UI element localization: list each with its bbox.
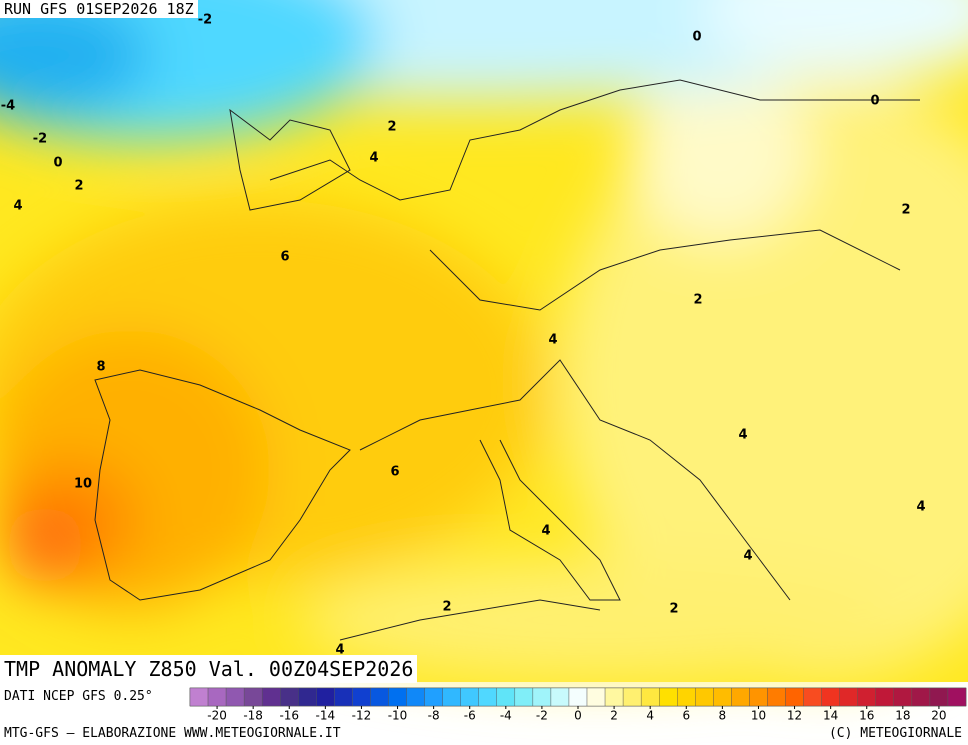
run-header: RUN GFS 01SEP2026 18Z	[0, 0, 198, 18]
colorbar-cell	[406, 687, 425, 707]
colorbar-cell	[352, 687, 371, 707]
colorbar-label: 12	[787, 709, 802, 723]
colorbar-label: 20	[931, 709, 946, 723]
colorbar-cell	[532, 687, 552, 707]
colorbar-cell	[261, 687, 281, 707]
coastlines	[94, 79, 920, 641]
copyright: (C) METEOGIORNALE	[828, 726, 962, 741]
colorbar-cell	[496, 687, 516, 707]
colorbar-cell	[640, 687, 660, 707]
data-source: DATI NCEP GFS 0.25°	[4, 689, 153, 704]
contour-label: 6	[280, 250, 289, 265]
colorbar-cell	[749, 687, 768, 707]
colorbar-label: -16	[279, 709, 299, 723]
colorbar-cell	[767, 687, 786, 707]
colorbar-cell	[370, 687, 389, 707]
colorbar-cell	[568, 687, 588, 707]
colorbar-cell	[424, 687, 443, 707]
contour-label: 4	[916, 500, 925, 515]
contour-label: -4	[1, 99, 15, 114]
colorbar-cell	[695, 687, 714, 707]
contour-label: 6	[390, 465, 399, 480]
colorbar-label: 14	[823, 709, 838, 723]
colorbar-cell	[911, 687, 931, 707]
colorbar-cell	[334, 687, 353, 707]
colorbar-cell	[225, 687, 245, 707]
colorbar-cell	[298, 687, 317, 707]
contour-label: 4	[548, 333, 557, 348]
contour-label: 4	[335, 643, 344, 658]
contour-label: 2	[669, 602, 678, 617]
colorbar-cell	[893, 687, 913, 707]
colorbar-label: -14	[316, 709, 336, 723]
colorbar-label: -4	[500, 709, 512, 723]
colorbar-label: 0	[574, 709, 582, 723]
contour-label: 4	[369, 151, 378, 166]
colorbar-cell	[821, 687, 840, 707]
colorbar-cell	[731, 687, 750, 707]
colorbar-label: -10	[388, 709, 408, 723]
contour-label: 0	[870, 94, 879, 109]
colorbar-label: -8	[428, 709, 440, 723]
colorbar-cell	[478, 687, 497, 707]
colorbar-cell	[388, 687, 407, 707]
colorbar-cell	[803, 687, 822, 707]
contour-label: 2	[387, 120, 396, 135]
colorbar-label: 6	[682, 709, 690, 723]
colorbar-label: 10	[751, 709, 766, 723]
colorbar-label: -18	[243, 709, 263, 723]
colorbar-cell	[929, 687, 949, 707]
colorbar-label: -20	[207, 709, 227, 723]
colorbar-label: -12	[352, 709, 372, 723]
contour-label: 4	[738, 428, 747, 443]
colorbar-cell	[189, 687, 209, 707]
colorbar-cell	[207, 687, 227, 707]
colorbar-label: -2	[536, 709, 548, 723]
contour-label: 8	[96, 360, 105, 375]
contour-label: 2	[901, 203, 910, 218]
colorbar-cell	[677, 687, 696, 707]
colorbar-cell	[460, 687, 479, 707]
colorbar-cell	[514, 687, 534, 707]
colorbar-cell	[713, 687, 732, 707]
contour-label: -2	[198, 13, 212, 28]
colorbar-cell	[857, 687, 876, 707]
map-title: TMP ANOMALY Z850 Val. 00Z04SEP2026	[0, 655, 418, 683]
credits: MTG-GFS – ELABORAZIONE WWW.METEOGIORNALE…	[4, 726, 341, 741]
colorbar-cell	[622, 687, 642, 707]
contour-label: 2	[442, 600, 451, 615]
colorbar-cell	[586, 687, 606, 707]
colorbar-cell	[316, 687, 335, 707]
colorbar-cell	[280, 687, 299, 707]
colorbar-label: 2	[610, 709, 618, 723]
anomaly-field	[0, 0, 968, 680]
contour-label: 0	[692, 30, 701, 45]
colorbar-cell	[550, 687, 570, 707]
contour-label: 0	[53, 156, 62, 171]
colorbar-cell	[875, 687, 895, 707]
colorbar-label: 18	[895, 709, 910, 723]
colorbar-label: 16	[859, 709, 874, 723]
colorbar-cell	[839, 687, 858, 707]
colorbar-cell	[604, 687, 624, 707]
contour-label: -2	[33, 132, 47, 147]
colorbar-label: 8	[719, 709, 727, 723]
colorbar-cell	[243, 687, 263, 707]
colorbar-cell	[947, 687, 967, 707]
colorbar-cell	[659, 687, 678, 707]
contour-label: 4	[541, 524, 550, 539]
contour-label: 2	[74, 179, 83, 194]
colorbar-label: 4	[646, 709, 654, 723]
colorbar-cell	[785, 687, 804, 707]
colorbar-cell	[442, 687, 461, 707]
contour-label: 4	[13, 199, 22, 214]
contour-label: 2	[693, 293, 702, 308]
contour-label: 4	[743, 549, 752, 564]
contour-label: 10	[74, 477, 92, 492]
colorbar-label: -6	[464, 709, 476, 723]
